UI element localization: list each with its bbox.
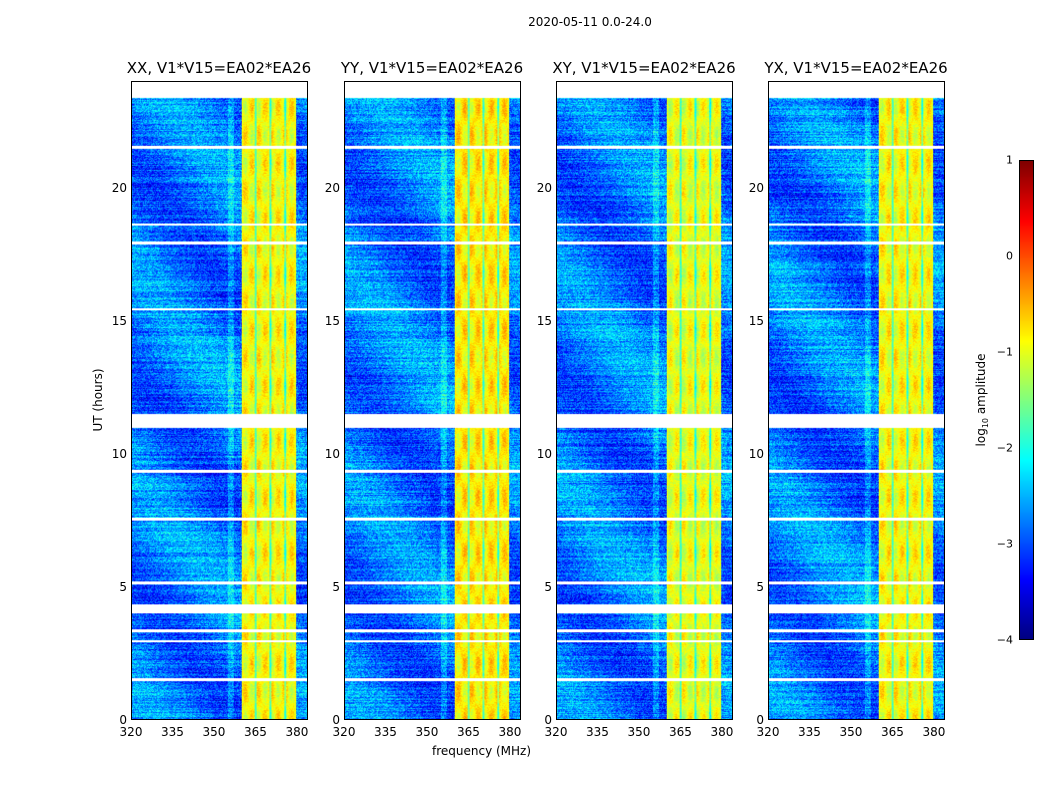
y-axis-label: UT (hours) [91,368,105,432]
y-tick-label: 5 [544,579,552,594]
x-tick-label: 380 [498,725,522,739]
x-tick-label: 365 [669,725,692,739]
colorbar-tick-label: 0 [1006,249,1013,263]
panel-title: XX, V1*V15=EA02*EA26 [126,59,312,77]
y-tick-label: 10 [536,446,552,461]
x-tick-label: 365 [881,725,904,739]
y-tick-label: 10 [324,446,340,461]
x-tick-label: 350 [839,725,863,739]
colorbar-tick-label: −2 [996,441,1013,455]
x-tick-label: 350 [627,725,651,739]
x-tick-label: 350 [415,725,439,739]
colorbar-tick-label: 1 [1006,153,1013,167]
y-tick-label: 0 [332,713,340,727]
x-tick-label: 320 [544,725,568,739]
y-tick-label: 20 [748,180,764,195]
y-tick-label: 20 [324,180,340,195]
y-tick-label: 5 [756,579,764,594]
heatmap-image [132,82,307,719]
y-tick-label: 15 [748,313,764,328]
figure-title: 2020-05-11 0.0-24.0 [528,15,652,29]
x-tick-label: 335 [161,725,184,739]
x-tick-label: 365 [457,725,480,739]
y-tick-label: 20 [536,180,552,195]
colorbar-tick-label: −4 [996,633,1013,647]
y-tick-label: 10 [111,446,127,461]
x-tick-label: 335 [586,725,609,739]
y-tick-label: 20 [111,180,127,195]
colorbar-tick-label: −3 [996,537,1013,551]
waterfall-panel [556,81,733,720]
x-tick-label: 365 [244,725,267,739]
x-tick-label: 335 [374,725,397,739]
colorbar-tick-label: −1 [996,345,1013,359]
y-tick-label: 5 [119,579,127,594]
waterfall-panel [131,81,308,720]
x-tick-label: 380 [285,725,309,739]
colorbar-label: log10 amplitude [973,353,991,447]
x-tick-label: 350 [202,725,226,739]
heatmap-image [557,82,732,719]
y-tick-label: 5 [332,579,340,594]
x-tick-label: 320 [119,725,143,739]
waterfall-panel [344,81,521,720]
y-tick-label: 15 [324,313,340,328]
panel-title: YX, V1*V15=EA02*EA26 [764,59,948,77]
x-tick-label: 335 [798,725,821,739]
x-tick-label: 320 [756,725,780,739]
y-tick-label: 0 [756,713,764,727]
panel-title: XY, V1*V15=EA02*EA26 [552,59,736,77]
y-tick-label: 0 [119,713,127,727]
waterfall-panel [768,81,945,720]
y-tick-label: 15 [111,313,127,328]
colorbar [1019,160,1034,640]
panel-title: YY, V1*V15=EA02*EA26 [340,59,524,77]
y-tick-label: 10 [748,446,764,461]
x-tick-label: 320 [332,725,356,739]
heatmap-image [769,82,944,719]
heatmap-image [345,82,520,719]
x-tick-label: 380 [922,725,946,739]
y-tick-label: 0 [544,713,552,727]
x-tick-label: 380 [710,725,734,739]
y-tick-label: 15 [536,313,552,328]
x-axis-label: frequency (MHz) [432,744,532,758]
